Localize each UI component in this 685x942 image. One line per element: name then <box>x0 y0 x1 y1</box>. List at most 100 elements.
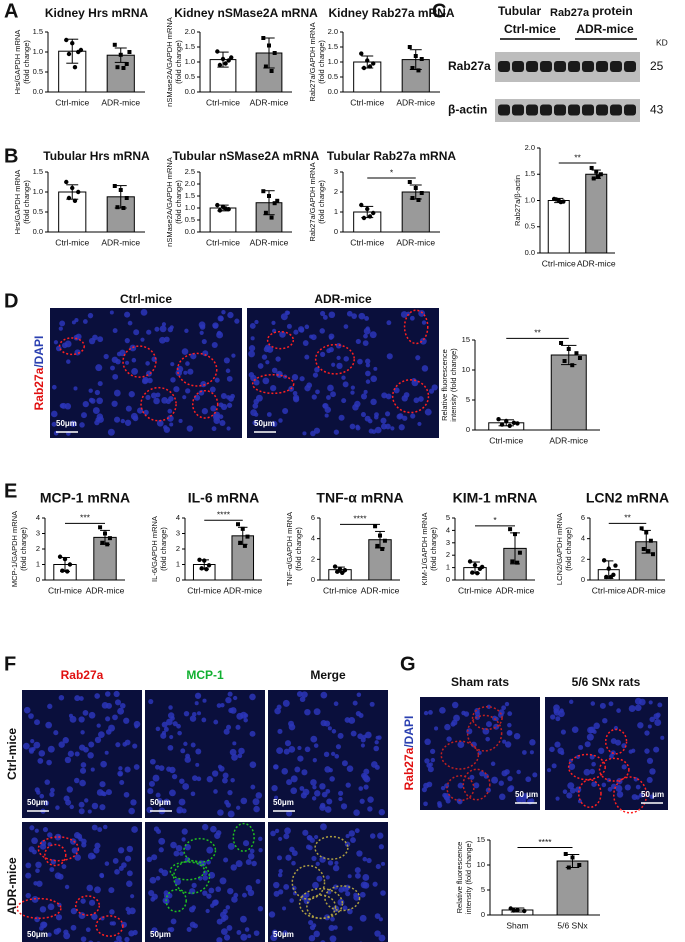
nucleus <box>279 331 286 338</box>
nucleus <box>121 921 127 928</box>
nucleus <box>220 393 227 399</box>
nucleus <box>330 751 336 757</box>
nucleus <box>192 775 198 781</box>
y-tick-label: 0 <box>311 575 315 584</box>
nucleus <box>147 377 153 384</box>
y-tick-label: 0 <box>176 575 180 584</box>
panel-letter: G <box>400 653 416 675</box>
nucleus <box>130 799 137 806</box>
y-tick-label: 0 <box>446 575 450 584</box>
blot-row-label: β-actin <box>448 103 487 117</box>
y-tick-label: 4 <box>36 513 40 522</box>
blot-kd: 43 <box>650 103 664 117</box>
nucleus <box>372 881 378 887</box>
data-point <box>121 66 126 70</box>
nucleus <box>654 719 662 727</box>
data-point <box>563 852 568 856</box>
nucleus <box>485 721 492 728</box>
chart-title: Kidney Rab27a mRNA <box>328 6 454 20</box>
band <box>582 61 594 72</box>
nucleus <box>283 884 290 890</box>
tubule <box>266 330 295 350</box>
nucleus <box>358 786 364 791</box>
nucleus <box>340 803 348 810</box>
nucleus <box>364 315 370 321</box>
nucleus <box>130 894 135 899</box>
y-tick-label: 3 <box>36 528 40 537</box>
nucleus <box>146 856 153 863</box>
nucleus <box>209 386 216 393</box>
nucleus <box>402 415 408 421</box>
blot-group: Ctrl-mice <box>504 22 556 36</box>
nucleus <box>333 429 340 435</box>
scale-label: 50 μm <box>515 790 538 799</box>
nucleus <box>322 403 328 409</box>
nucleus <box>293 396 300 403</box>
y-tick-label: 4 <box>446 525 450 534</box>
data-point <box>340 570 345 575</box>
nucleus <box>338 414 345 421</box>
chart-title: LCN2 mRNA <box>586 490 669 506</box>
nucleus <box>226 925 233 931</box>
nucleus <box>206 846 214 854</box>
data-point <box>64 37 69 43</box>
nucleus <box>226 402 233 408</box>
data-point <box>382 538 387 543</box>
y-axis-label: (fold change) <box>22 180 31 224</box>
data-point <box>267 194 271 198</box>
nucleus <box>211 899 219 906</box>
data-point <box>78 47 84 53</box>
nucleus <box>88 711 96 719</box>
image-column-label: Merge <box>310 668 346 682</box>
nucleus <box>559 708 564 713</box>
tubule <box>74 895 101 916</box>
y-tick-label: 10 <box>462 365 470 374</box>
y-axis-label: (fold change) <box>429 527 438 571</box>
nucleus <box>334 860 339 866</box>
nucleus <box>211 770 219 777</box>
nucleus <box>362 340 369 347</box>
data-point <box>559 341 564 345</box>
nucleus <box>634 697 642 705</box>
chart-title: KIM-1 mRNA <box>453 490 538 506</box>
nucleus <box>100 760 107 768</box>
nucleus <box>153 826 160 832</box>
nucleus <box>364 731 372 739</box>
y-tick-label: 1.0 <box>33 187 43 196</box>
nucleus <box>264 344 271 351</box>
nucleus <box>78 801 85 808</box>
nucleus <box>304 385 311 392</box>
nucleus <box>99 804 106 811</box>
nucleus <box>326 798 333 805</box>
nucleus <box>182 783 190 790</box>
nucleus <box>532 772 538 778</box>
nucleus <box>320 691 328 699</box>
nucleus <box>53 928 60 935</box>
nucleus <box>91 854 96 859</box>
band <box>624 61 636 72</box>
nucleus <box>286 323 292 329</box>
scale-label: 50μm <box>56 419 77 428</box>
nucleus <box>201 338 207 345</box>
nucleus <box>240 915 247 923</box>
nucleus <box>202 698 207 703</box>
nucleus <box>410 413 416 419</box>
nucleus <box>25 862 32 869</box>
nucleus <box>320 351 326 357</box>
nucleus <box>206 776 213 783</box>
tubule <box>291 864 326 900</box>
nucleus <box>131 826 138 833</box>
nucleus <box>492 715 498 721</box>
nucleus <box>64 884 70 890</box>
nucleus <box>183 741 188 747</box>
nucleus <box>210 405 217 412</box>
nucleus <box>67 750 74 757</box>
x-tick-label: Ctrl-mice <box>350 237 384 247</box>
nucleus <box>384 411 391 417</box>
nucleus <box>421 787 427 793</box>
nucleus <box>74 317 79 323</box>
nucleus <box>163 336 170 343</box>
nucleus <box>586 733 594 741</box>
micrograph <box>420 697 540 810</box>
band <box>526 104 538 116</box>
